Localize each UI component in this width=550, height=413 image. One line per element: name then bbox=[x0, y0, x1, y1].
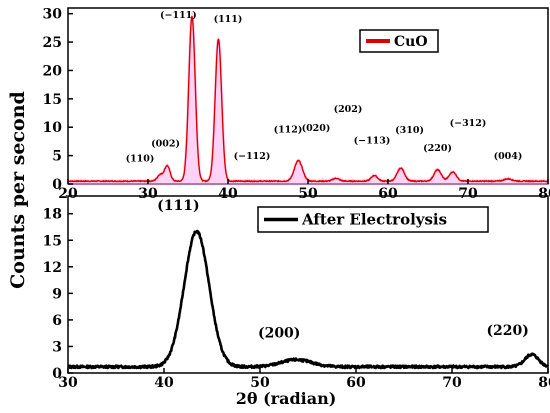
x-tick-label: 40 bbox=[154, 375, 174, 391]
x-tick-label: 70 bbox=[442, 375, 462, 391]
y-tick-label: 5 bbox=[52, 149, 62, 165]
y-tick-label: 30 bbox=[43, 7, 63, 23]
y-tick-label: 12 bbox=[43, 260, 62, 276]
cuo-panel: 20 30 40 50 60 70 80 0 5 10 15 20 25 30 (110) (002) (−11… bbox=[43, 7, 550, 202]
peak-label: (220) bbox=[486, 323, 528, 339]
peak-label: (200) bbox=[258, 326, 300, 342]
legend-box bbox=[359, 29, 439, 53]
peak-label: (111) bbox=[214, 14, 243, 25]
x-tick-label: 30 bbox=[138, 186, 158, 202]
y-tick-label: 15 bbox=[43, 92, 62, 108]
y-tick-label: 0 bbox=[52, 366, 62, 382]
x-tick-label: 60 bbox=[346, 375, 366, 391]
after-electrolysis-panel: 30 40 50 60 70 80 0 3 6 9 12 15 18 (111) (200) (220) Aft… bbox=[43, 195, 550, 391]
legend: CuO bbox=[359, 29, 439, 53]
y-tick-label: 3 bbox=[52, 339, 62, 355]
legend: After Electrolysis bbox=[257, 206, 489, 233]
peak-label: (−113) bbox=[354, 136, 391, 147]
peak-label: (310) bbox=[395, 125, 424, 136]
peak-label: (020) bbox=[302, 123, 331, 134]
x-tick-label: 80 bbox=[538, 375, 550, 391]
peak-label: (002) bbox=[151, 139, 180, 150]
y-axis-label: Counts per second bbox=[7, 91, 29, 289]
peak-label: (112) bbox=[274, 124, 303, 135]
y-tick-label: 9 bbox=[52, 286, 62, 302]
legend-label: After Electrolysis bbox=[301, 211, 447, 229]
x-tick-label: 20 bbox=[58, 186, 78, 202]
y-tick-label: 15 bbox=[43, 233, 62, 249]
plot-frame bbox=[67, 195, 549, 374]
peak-label: (202) bbox=[334, 104, 363, 115]
peak-label: (−111) bbox=[160, 10, 197, 21]
peak-label: (−112) bbox=[234, 151, 271, 162]
x-tick-label: 30 bbox=[58, 375, 78, 391]
y-tick-label: 6 bbox=[52, 313, 62, 329]
peak-label: (110) bbox=[126, 153, 155, 164]
x-tick-label: 70 bbox=[458, 186, 478, 202]
x-tick-label: 50 bbox=[250, 375, 270, 391]
y-tick-label: 10 bbox=[43, 120, 63, 136]
y-tick-label: 0 bbox=[52, 177, 62, 193]
y-tick-label: 20 bbox=[43, 63, 63, 79]
x-tick-label: 60 bbox=[378, 186, 398, 202]
legend-label: CuO bbox=[394, 34, 428, 50]
y-tick-label: 25 bbox=[43, 35, 62, 51]
peak-label: (004) bbox=[494, 151, 523, 162]
peak-label: (111) bbox=[157, 198, 199, 214]
peak-label: (220) bbox=[423, 143, 452, 154]
x-tick-label: 80 bbox=[538, 186, 550, 202]
peak-label: (−312) bbox=[450, 118, 487, 129]
x-tick-label: 40 bbox=[218, 186, 238, 202]
y-tick-label: 18 bbox=[43, 207, 62, 223]
x-tick-label: 50 bbox=[298, 186, 318, 202]
series-line bbox=[67, 229, 550, 370]
x-axis-label: 2θ (radian) bbox=[236, 389, 337, 408]
